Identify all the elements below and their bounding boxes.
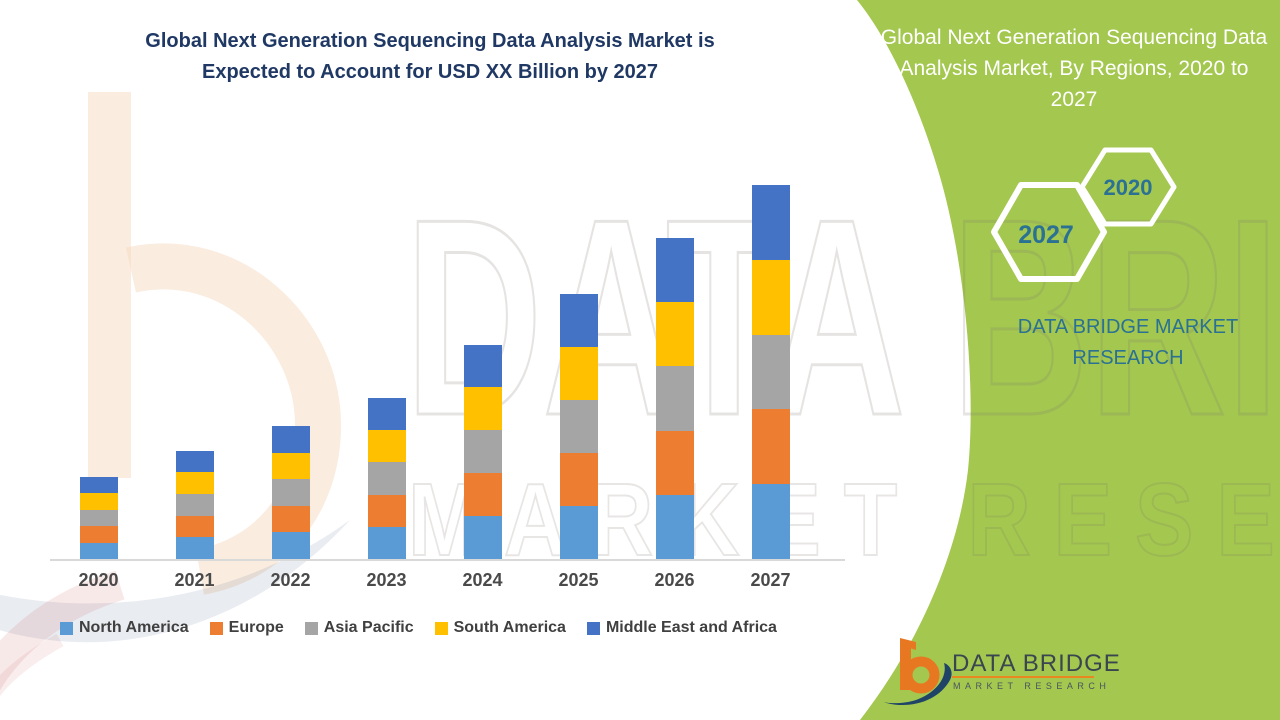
- bar-segment-middle-east-and-africa-2023: [367, 398, 406, 431]
- bar-segment-south-america-2023: [367, 430, 406, 463]
- bar-segment-europe-2023: [367, 494, 406, 527]
- legend-swatch-north-america: [60, 621, 73, 635]
- bar-segment-north-america-2025: [559, 505, 598, 559]
- logo-b-bowl: [902, 656, 940, 694]
- legend-label-south-america: South America: [453, 619, 566, 636]
- bar-segment-asia-pacific-2022: [271, 479, 310, 506]
- bar-segment-europe-2026: [655, 430, 694, 495]
- legend-swatch-middle-east-and-africa: [586, 621, 600, 635]
- bar-segment-south-america-2020: [79, 493, 118, 510]
- logo-subtitle-text: MARKET RESEARCH: [953, 681, 1111, 691]
- bar-segment-north-america-2022: [271, 532, 310, 559]
- x-axis-line: [50, 559, 845, 561]
- legend-swatch-europe: [209, 621, 223, 635]
- legend-item-asia-pacific: Asia Pacific: [304, 619, 414, 637]
- bar-segment-europe-2027: [751, 409, 790, 485]
- bar-segment-south-america-2022: [271, 452, 310, 480]
- legend-label-north-america: North America: [79, 619, 189, 636]
- legend-swatch-asia-pacific: [304, 621, 318, 635]
- side-panel-title: Global Next Generation Sequencing Data A…: [880, 26, 1268, 111]
- bar-segment-europe-2024: [463, 473, 502, 517]
- legend-item-north-america: North America: [60, 619, 189, 637]
- bar-segment-south-america-2024: [463, 387, 502, 431]
- legend-label-middle-east-and-africa: Middle East and Africa: [605, 619, 777, 636]
- bar-segment-north-america-2024: [463, 516, 502, 559]
- x-axis-label-2027: 2027: [750, 570, 791, 590]
- chart-title-line2: Expected to Account for USD XX Billion b…: [201, 61, 658, 83]
- chart-legend: North America Europe Asia Pacific South Ame…: [60, 615, 777, 641]
- x-axis-label-2021: 2021: [174, 570, 215, 590]
- bar-segment-asia-pacific-2020: [79, 509, 118, 527]
- bar-segment-middle-east-and-africa-2027: [751, 185, 790, 260]
- bar-segment-south-america-2021: [175, 472, 214, 494]
- bar-segment-middle-east-and-africa-2020: [79, 477, 118, 494]
- bar-segment-europe-2025: [559, 452, 598, 506]
- bar-segment-south-america-2025: [559, 346, 598, 400]
- logo-underline: [952, 676, 1094, 678]
- legend-item-middle-east-and-africa: Middle East and Africa: [586, 619, 777, 637]
- bar-segment-asia-pacific-2026: [655, 366, 694, 431]
- x-axis-label-2023: 2023: [366, 570, 407, 590]
- legend-label-europe: Europe: [228, 619, 284, 636]
- bar-segment-asia-pacific-2023: [367, 462, 406, 495]
- x-axis-label-2025: 2025: [558, 570, 599, 590]
- bar-segment-north-america-2021: [175, 537, 214, 559]
- bar-segment-middle-east-and-africa-2024: [463, 344, 502, 388]
- legend-swatch-south-america: [434, 621, 448, 635]
- bar-segment-south-america-2026: [655, 302, 694, 367]
- bar-segment-europe-2020: [79, 526, 118, 543]
- bar-segment-middle-east-and-africa-2022: [271, 426, 310, 453]
- bar-segment-middle-east-and-africa-2025: [559, 293, 598, 347]
- bar-segment-asia-pacific-2024: [463, 430, 502, 474]
- bar-segment-asia-pacific-2021: [175, 493, 214, 516]
- chart-title-line1: Global Next Generation Sequencing Data A…: [145, 30, 715, 52]
- legend-item-europe: Europe: [209, 619, 284, 637]
- bar-segment-europe-2021: [175, 515, 214, 538]
- bar-segment-south-america-2027: [751, 259, 790, 335]
- bar-segment-asia-pacific-2025: [559, 399, 598, 453]
- bar-segment-north-america-2023: [367, 526, 406, 559]
- x-axis-label-2022: 2022: [270, 570, 311, 590]
- logo-brand-text: DATA BRIDGE: [952, 650, 1121, 677]
- bar-segment-middle-east-and-africa-2021: [175, 450, 214, 473]
- chart-title: Global Next Generation Sequencing Data A…: [75, 26, 785, 88]
- bar-segment-asia-pacific-2027: [751, 334, 790, 410]
- bar-segment-north-america-2020: [79, 542, 118, 559]
- bar-segment-middle-east-and-africa-2026: [655, 238, 694, 303]
- x-axis-label-2024: 2024: [462, 570, 503, 590]
- panel-brand-text: DATA BRIDGE MARKET RESEARCH: [1017, 316, 1239, 369]
- legend-item-south-america: South America: [434, 619, 566, 637]
- bar-segment-europe-2022: [271, 505, 310, 533]
- legend-label-asia-pacific: Asia Pacific: [323, 619, 414, 636]
- x-axis-label-2026: 2026: [654, 570, 695, 590]
- bar-segment-north-america-2027: [751, 484, 790, 559]
- bar-segment-north-america-2026: [655, 494, 694, 559]
- x-axis-label-2020: 2020: [78, 570, 119, 590]
